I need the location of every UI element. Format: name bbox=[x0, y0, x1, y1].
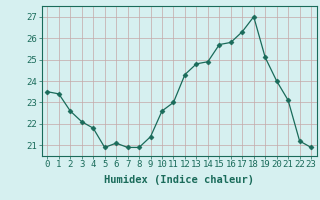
X-axis label: Humidex (Indice chaleur): Humidex (Indice chaleur) bbox=[104, 175, 254, 185]
